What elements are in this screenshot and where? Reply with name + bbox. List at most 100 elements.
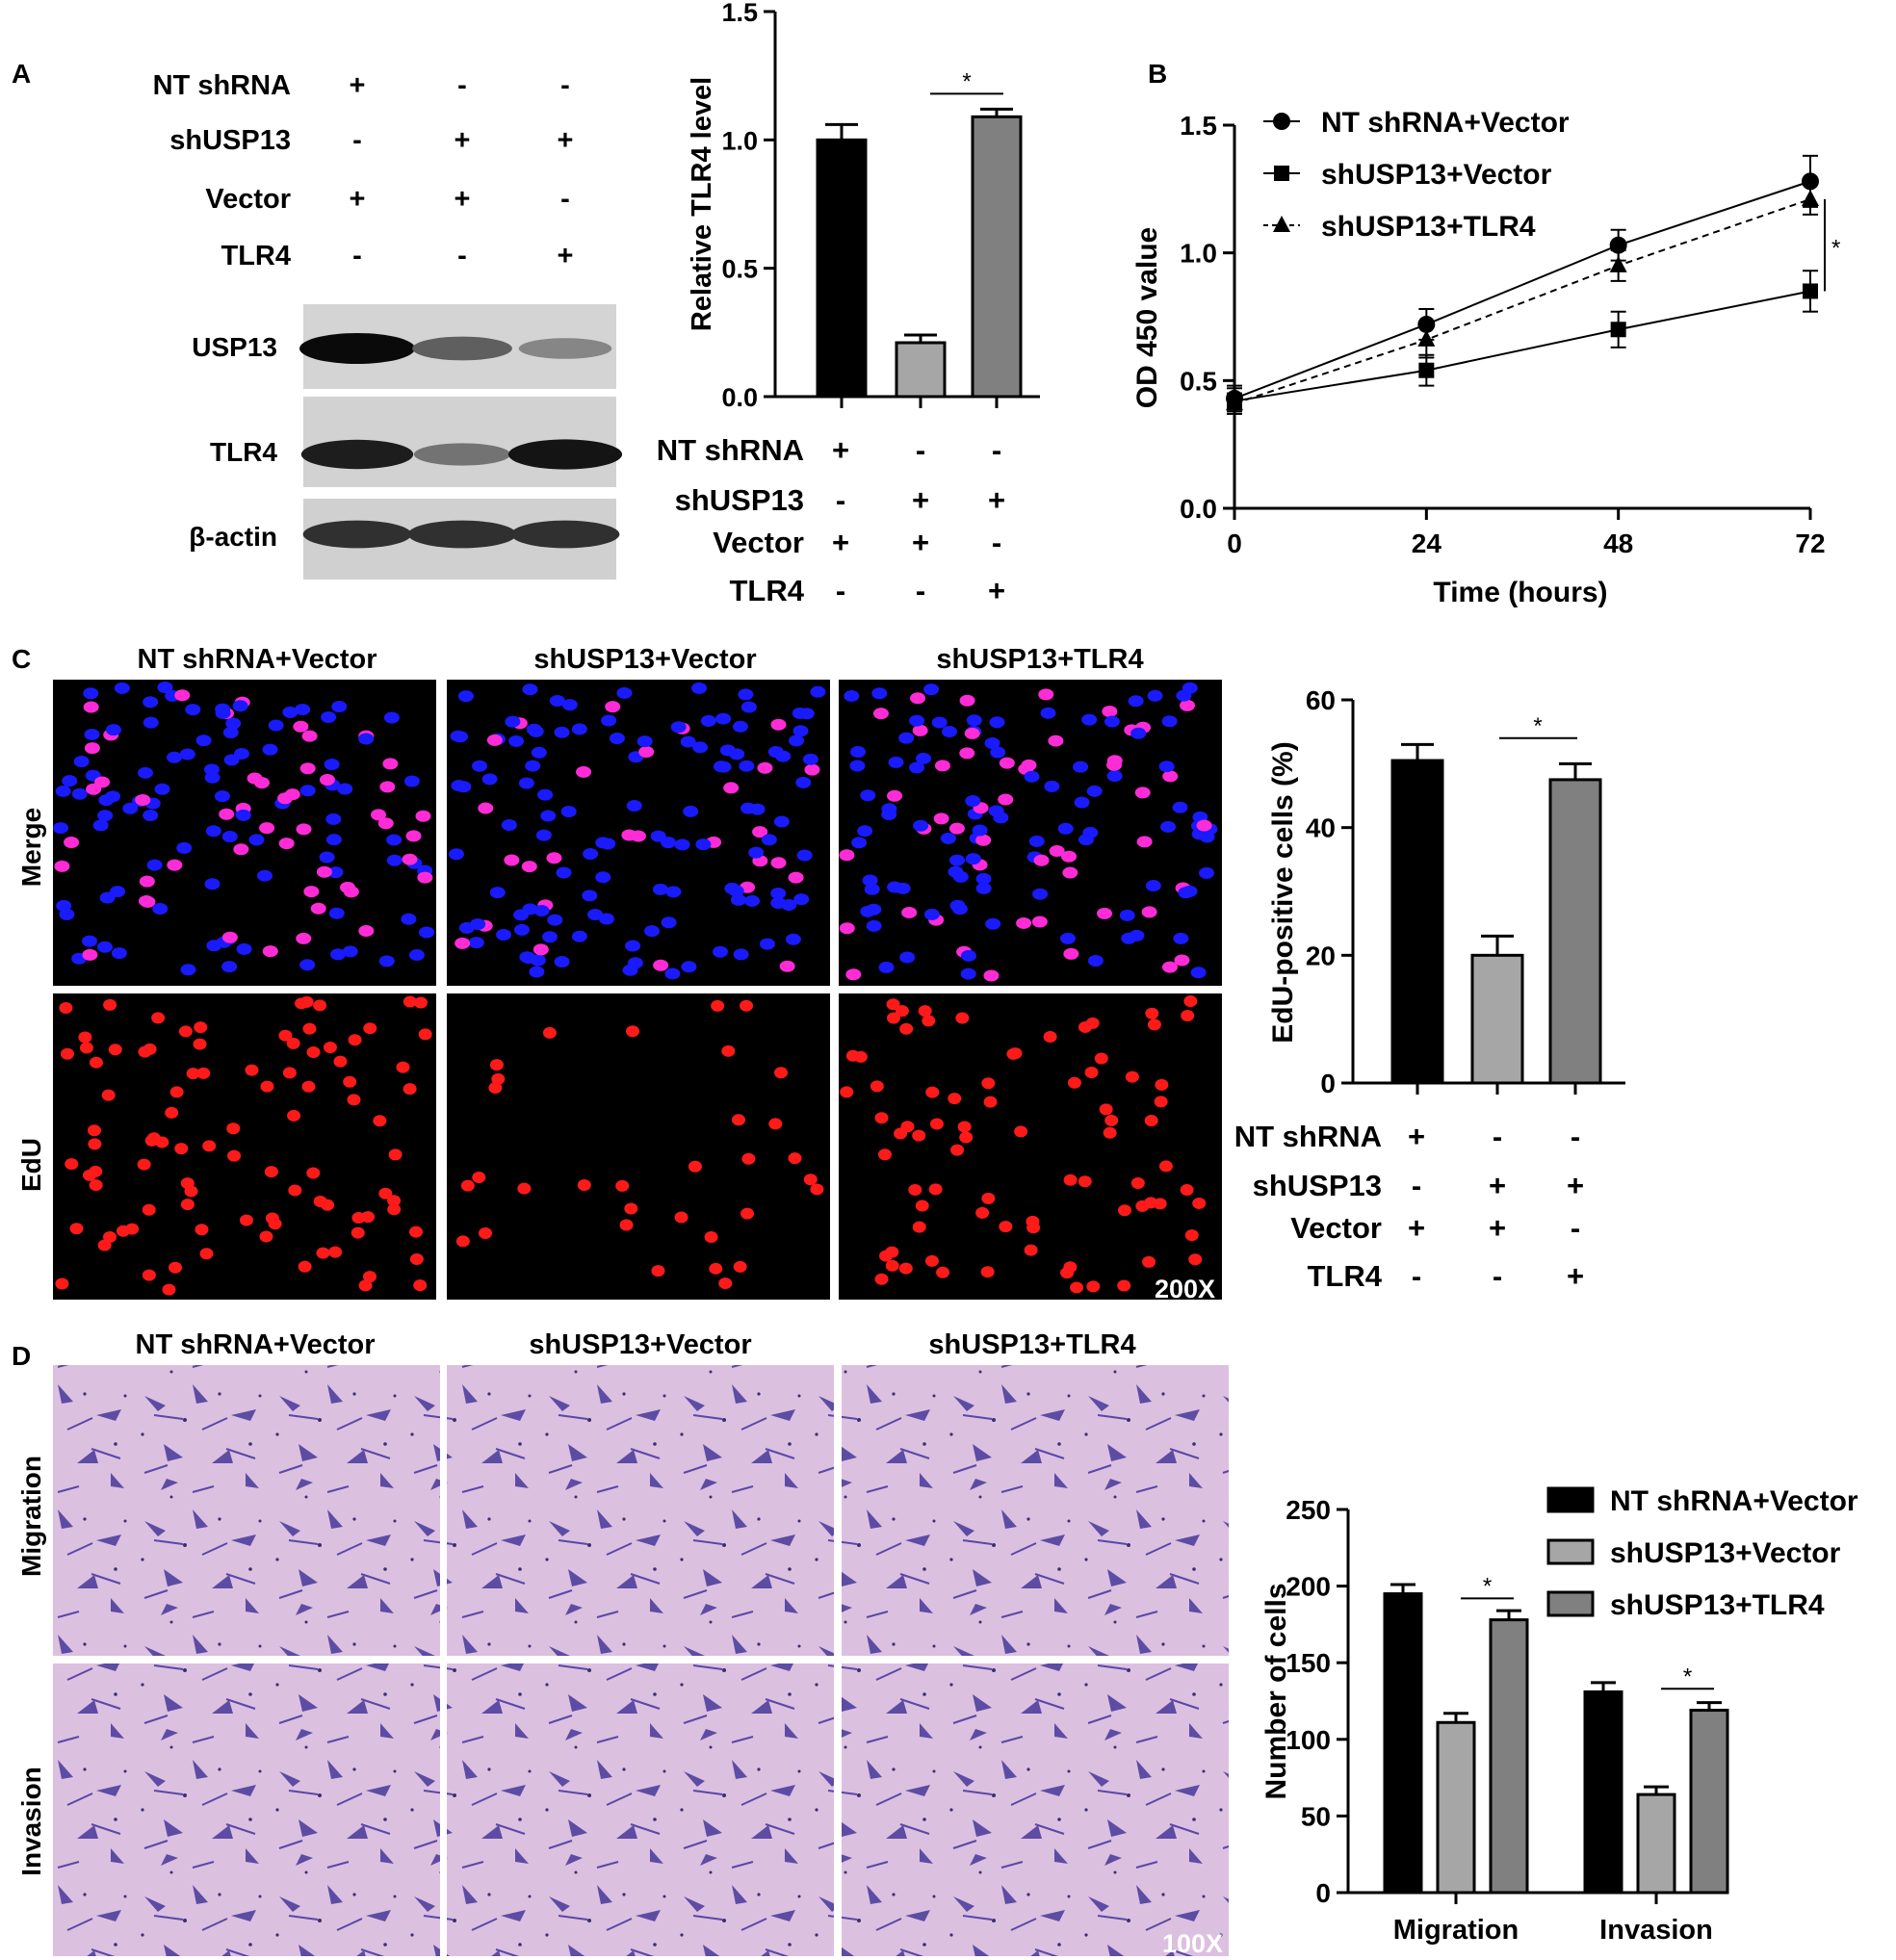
nucleus	[1087, 954, 1104, 967]
nucleus	[468, 937, 484, 949]
edu-y-tick-label: 40	[1306, 813, 1336, 843]
nucleus	[299, 959, 316, 971]
nucleus	[262, 743, 278, 756]
nucleus	[546, 852, 562, 864]
nucleus	[96, 941, 113, 953]
edu-nucleus	[721, 1044, 736, 1057]
edu-nucleus	[950, 1144, 965, 1156]
panel-label-c: C	[12, 644, 31, 674]
nucleus	[1199, 866, 1215, 879]
od-series-line	[1234, 290, 1811, 402]
nucleus	[457, 690, 474, 703]
edu-nucleus	[915, 1199, 929, 1212]
nucleus	[83, 701, 99, 713]
edu-nucleus	[239, 1214, 253, 1226]
tlr4-chart-y-label: Relative TLR4 level	[687, 77, 717, 331]
nucleus	[1178, 887, 1194, 899]
panel-c-row-label-merge: Merge	[16, 808, 46, 887]
nucleus	[55, 785, 71, 797]
nucleus	[167, 859, 183, 871]
edu-condition-sign: +	[1489, 1169, 1506, 1202]
nucleus	[1160, 820, 1177, 833]
edu-nucleus	[626, 1025, 640, 1038]
edu-nucleus	[768, 1118, 783, 1130]
cells-bar	[1436, 1720, 1476, 1895]
nucleus	[371, 809, 387, 821]
nucleus	[501, 818, 517, 831]
nucleus	[912, 724, 928, 736]
nucleus	[839, 922, 855, 935]
edu-nucleus	[155, 1136, 169, 1148]
nucleus	[909, 761, 925, 774]
nucleus	[248, 834, 265, 846]
edu-nucleus	[874, 1112, 889, 1124]
nucleus	[179, 748, 195, 761]
nucleus	[472, 760, 488, 772]
nucleus	[781, 898, 797, 911]
edu-nucleus	[265, 1212, 279, 1225]
tlr4-chart-conditions: NT shRNA + - -shUSP13- + +Vector + + -TLR4- - +	[657, 433, 1005, 607]
edu-nucleus	[69, 1223, 84, 1235]
edu-nucleus	[88, 1138, 102, 1150]
nucleus	[1134, 787, 1151, 799]
edu-nucleus	[1063, 1173, 1078, 1186]
blot-band	[300, 439, 414, 470]
nucleus	[862, 874, 878, 887]
cells-y-tick-label: 150	[1286, 1648, 1331, 1678]
nucleus	[851, 837, 868, 849]
nucleus	[143, 696, 159, 709]
cells-bar	[1583, 1689, 1623, 1895]
nucleus	[899, 951, 916, 964]
edu-condition-sign: -	[1412, 1169, 1421, 1202]
nucleus	[1104, 715, 1120, 728]
nucleus	[137, 766, 153, 779]
nucleus	[337, 783, 353, 795]
edu-nucleus	[351, 1226, 365, 1239]
nucleus	[489, 887, 506, 899]
nucleus	[62, 775, 78, 787]
nucleus	[888, 756, 904, 768]
nucleus	[785, 933, 801, 945]
nucleus	[913, 819, 929, 832]
nucleus	[262, 945, 278, 958]
nucleus	[728, 885, 744, 897]
nucleus	[983, 969, 1000, 982]
nucleus	[966, 714, 982, 727]
nucleus	[1174, 954, 1190, 967]
nucleus	[652, 883, 668, 895]
nucleus	[299, 762, 316, 775]
nucleus	[97, 810, 114, 822]
nucleus	[525, 760, 541, 772]
nucleus	[310, 902, 326, 915]
nucleus	[965, 795, 981, 808]
cells-legend-label: NT shRNA+Vector	[1610, 1485, 1858, 1517]
nucleus	[303, 886, 320, 898]
nucleus	[661, 837, 677, 849]
nucleus	[1057, 822, 1074, 835]
nucleus	[740, 701, 757, 713]
cells-bar	[1489, 1618, 1529, 1895]
edu-nucleus	[894, 1127, 908, 1140]
nucleus	[960, 967, 976, 980]
nucleus	[540, 810, 557, 822]
nucleus	[401, 913, 417, 925]
od-point	[1274, 166, 1289, 181]
nucleus	[455, 937, 471, 949]
nucleus	[278, 838, 295, 850]
nucleus	[692, 741, 709, 754]
nucleus	[627, 957, 643, 969]
nucleus	[408, 949, 425, 962]
nucleus	[293, 720, 309, 733]
nucleus	[204, 771, 221, 784]
edu-nucleus	[108, 1044, 122, 1056]
od-point	[1418, 362, 1435, 378]
edu-nucleus	[929, 1118, 944, 1130]
nucleus	[1121, 932, 1137, 944]
nucleus	[528, 725, 544, 737]
nucleus	[450, 730, 466, 742]
nucleus	[713, 761, 729, 773]
nucleus	[215, 703, 231, 715]
nucleus	[1158, 761, 1175, 773]
edu-nucleus	[323, 1042, 337, 1054]
nucleus	[139, 875, 155, 888]
